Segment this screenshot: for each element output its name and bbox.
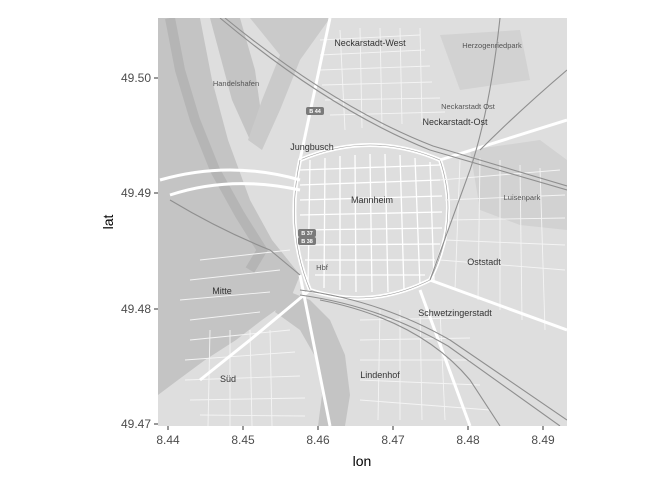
x-tick-label: 8.45	[231, 433, 255, 447]
x-axis: 8.44 8.45 8.46 8.47 8.48 8.49	[156, 426, 555, 447]
y-tick-label: 49.50	[121, 71, 151, 85]
label-schwetzingerstadt: Schwetzingerstadt	[418, 308, 492, 318]
herzogenriedpark	[440, 30, 530, 90]
label-jungbusch: Jungbusch	[290, 142, 334, 152]
svg-text:B 37: B 37	[301, 231, 313, 237]
railways	[169, 18, 567, 426]
x-tick-label: 8.44	[156, 433, 180, 447]
label-mannheim: Mannheim	[351, 195, 393, 205]
x-tick-label: 8.46	[306, 433, 330, 447]
y-tick-label: 49.47	[121, 417, 151, 431]
label-neckarstadt-ost-small: Neckarstadt Ost	[441, 102, 496, 111]
label-neckarstadt-west: Neckarstadt-West	[334, 38, 406, 48]
street-texture	[179, 27, 566, 426]
neckar-river	[275, 290, 350, 426]
shield-b38: B 38	[298, 237, 316, 245]
y-tick-label: 49.48	[121, 302, 151, 316]
label-oststadt: Oststadt	[467, 257, 501, 267]
label-sud: Süd	[220, 374, 236, 384]
harbour-basin	[210, 18, 262, 140]
city-grid	[299, 153, 443, 293]
label-luisenpark: Luisenpark	[504, 193, 541, 202]
neckar-river-north	[248, 18, 330, 150]
svg-text:B 44: B 44	[309, 109, 322, 115]
label-herzogenriedpark: Herzogenriedpark	[462, 41, 522, 50]
label-lindenhof: Lindenhof	[360, 370, 400, 380]
shield-b37: B 37	[298, 229, 316, 237]
label-handelshafen: Handelshafen	[213, 79, 259, 88]
x-tick-label: 8.48	[456, 433, 480, 447]
luisenpark	[470, 140, 567, 230]
x-tick-label: 8.49	[531, 433, 555, 447]
x-tick-label: 8.47	[381, 433, 405, 447]
map-tile[interactable]: B 44 B 37 B 38 Neckarstadt-West Neckarst…	[158, 18, 567, 426]
label-neckarstadt-ost: Neckarstadt-Ost	[422, 117, 488, 127]
shield-b44: B 44	[306, 107, 324, 115]
x-axis-title: lon	[353, 453, 372, 469]
y-tick-label: 49.49	[121, 186, 151, 200]
y-axis-title: lat	[100, 215, 116, 230]
svg-text:B 38: B 38	[301, 239, 313, 245]
label-mitte: Mitte	[212, 286, 232, 296]
label-hbf: Hbf	[316, 263, 329, 272]
y-axis: 49.50 49.49 49.48 49.47	[121, 71, 158, 431]
